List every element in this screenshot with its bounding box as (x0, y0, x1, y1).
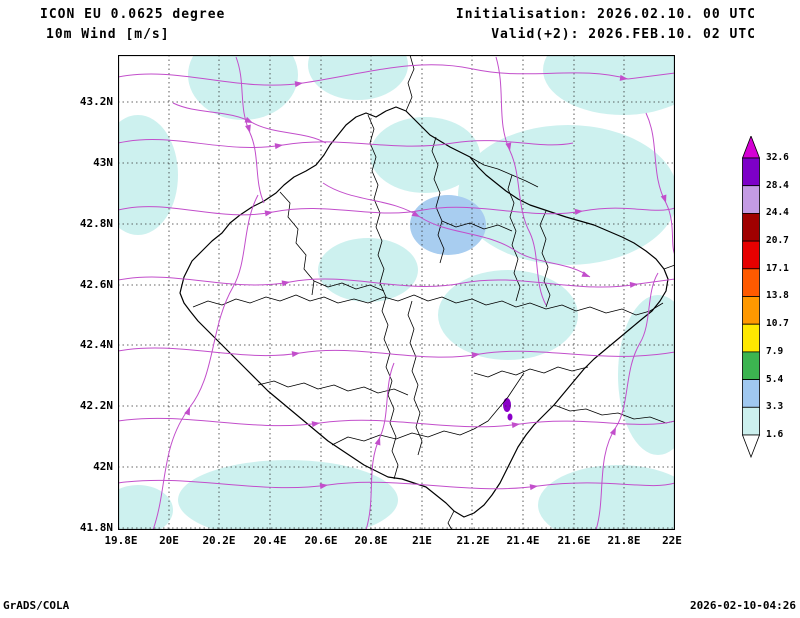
x-axis-label: 21E (412, 534, 432, 547)
colorbar-arrow-top (741, 134, 761, 159)
x-axis-label: 21.2E (456, 534, 490, 547)
colorbar-segment (742, 185, 760, 214)
plot-frame (117, 54, 676, 531)
x-axis-label: 21.8E (607, 534, 641, 547)
model-title: ICON EU 0.0625 degree (40, 7, 226, 22)
colorbar-segment (742, 296, 760, 325)
colorbar-label: 32.6 (766, 152, 789, 163)
colorbar-label: 10.7 (766, 318, 789, 329)
colorbar-segment (742, 157, 760, 187)
colorbar-segment (742, 323, 760, 353)
colorbar-svg (741, 134, 761, 459)
colorbar-label: 3.3 (766, 401, 784, 412)
x-axis-label: 20.2E (202, 534, 236, 547)
colorbar-label: 5.4 (766, 374, 784, 385)
x-axis-label: 22E (662, 534, 682, 547)
field-title: 10m Wind [m/s] (46, 27, 170, 42)
x-axis-label: 20E (159, 534, 179, 547)
colorbar-segment (742, 351, 760, 380)
colorbar-label: 20.7 (766, 235, 789, 246)
creation-timestamp: 2026-02-10-04:26 (690, 599, 796, 612)
colorbar-label: 13.8 (766, 290, 789, 301)
y-axis-label: 42N (93, 460, 113, 473)
wind-shading-light (98, 25, 703, 545)
colorbar (741, 134, 761, 459)
colorbar-segment (742, 379, 760, 408)
colorbar-label: 1.6 (766, 429, 784, 440)
wind-shading-extreme (503, 398, 513, 421)
colorbar-segment (742, 213, 760, 242)
x-axis-label: 19.8E (104, 534, 138, 547)
colorbar-segment (742, 406, 760, 436)
valid-time: Valid(+2): 2026.FEB.10. 02 UTC (491, 27, 756, 42)
colorbar-segment (742, 240, 760, 270)
district-border-lines (192, 54, 676, 531)
y-axis-label: 41.8N (79, 521, 113, 534)
y-axis-label: 43.2N (79, 95, 113, 108)
initialisation-time: Initialisation: 2026.02.10. 00 UTC (455, 7, 756, 22)
streamline-arrowheads (184, 74, 667, 491)
map-svg (98, 25, 703, 545)
x-axis-label: 21.6E (557, 534, 591, 547)
y-axis-label: 42.6N (79, 278, 113, 291)
grads-credit: GrADS/COLA (3, 599, 70, 612)
y-axis-label: 43N (93, 156, 113, 169)
colorbar-label: 28.4 (766, 180, 789, 191)
colorbar-label: 17.1 (766, 263, 789, 274)
colorbar-arrow-bottom (741, 434, 761, 459)
streamlines (117, 56, 676, 531)
colorbar-label: 7.9 (766, 346, 784, 357)
x-axis-label: 21.4E (506, 534, 540, 547)
x-axis-label: 20.8E (354, 534, 388, 547)
wind-shading-medium (410, 195, 486, 255)
x-axis-label: 20.6E (304, 534, 338, 547)
grid-lines (118, 55, 675, 530)
colorbar-label: 24.4 (766, 207, 789, 218)
y-axis-label: 42.4N (79, 338, 113, 351)
map-plot-area (98, 25, 703, 545)
y-axis-label: 42.8N (79, 217, 113, 230)
colorbar-segment (742, 268, 760, 297)
shading-hole (144, 444, 168, 462)
x-axis-label: 20.4E (253, 534, 287, 547)
y-axis-label: 42.2N (79, 399, 113, 412)
